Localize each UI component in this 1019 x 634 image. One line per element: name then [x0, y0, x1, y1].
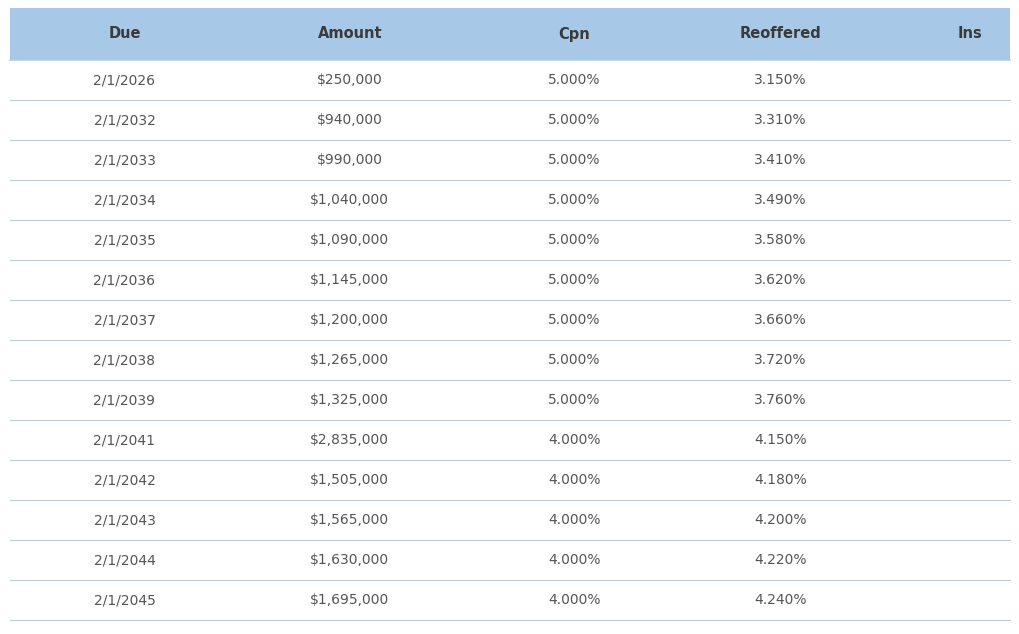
Text: $1,200,000: $1,200,000	[310, 313, 389, 327]
Text: 5.000%: 5.000%	[547, 73, 600, 87]
Text: 2/1/2039: 2/1/2039	[94, 393, 155, 407]
Text: 5.000%: 5.000%	[547, 153, 600, 167]
Text: Amount: Amount	[317, 27, 382, 41]
Text: $1,505,000: $1,505,000	[310, 473, 389, 487]
Text: $2,835,000: $2,835,000	[310, 433, 389, 447]
Text: 5.000%: 5.000%	[547, 393, 600, 407]
Text: 3.490%: 3.490%	[753, 193, 806, 207]
Text: 5.000%: 5.000%	[547, 273, 600, 287]
Text: 4.240%: 4.240%	[753, 593, 806, 607]
Text: 5.000%: 5.000%	[547, 113, 600, 127]
Text: 4.000%: 4.000%	[547, 513, 600, 527]
Text: $940,000: $940,000	[317, 113, 382, 127]
Text: $1,325,000: $1,325,000	[310, 393, 389, 407]
Text: 3.720%: 3.720%	[753, 353, 806, 367]
Text: 5.000%: 5.000%	[547, 353, 600, 367]
Text: 2/1/2044: 2/1/2044	[94, 553, 155, 567]
Text: 4.180%: 4.180%	[753, 473, 806, 487]
Text: $1,145,000: $1,145,000	[310, 273, 389, 287]
Text: $250,000: $250,000	[317, 73, 382, 87]
Text: 2/1/2026: 2/1/2026	[94, 73, 155, 87]
Text: 3.660%: 3.660%	[753, 313, 806, 327]
Text: $990,000: $990,000	[317, 153, 382, 167]
Text: 2/1/2037: 2/1/2037	[94, 313, 155, 327]
Text: 2/1/2043: 2/1/2043	[94, 513, 155, 527]
Text: 2/1/2034: 2/1/2034	[94, 193, 155, 207]
Text: Cpn: Cpn	[557, 27, 590, 41]
Text: 3.310%: 3.310%	[753, 113, 806, 127]
Text: 4.150%: 4.150%	[753, 433, 806, 447]
Text: 2/1/2036: 2/1/2036	[94, 273, 155, 287]
Text: Due: Due	[108, 27, 141, 41]
Text: $1,090,000: $1,090,000	[310, 233, 389, 247]
Text: 5.000%: 5.000%	[547, 193, 600, 207]
Text: $1,565,000: $1,565,000	[310, 513, 389, 527]
Text: 3.410%: 3.410%	[753, 153, 806, 167]
Text: 4.000%: 4.000%	[547, 433, 600, 447]
Text: 5.000%: 5.000%	[547, 233, 600, 247]
Text: 4.000%: 4.000%	[547, 553, 600, 567]
Text: 2/1/2041: 2/1/2041	[94, 433, 155, 447]
Text: 4.220%: 4.220%	[753, 553, 806, 567]
Text: 2/1/2042: 2/1/2042	[94, 473, 155, 487]
Text: Ins: Ins	[957, 27, 981, 41]
Text: $1,040,000: $1,040,000	[310, 193, 389, 207]
Text: 3.150%: 3.150%	[753, 73, 806, 87]
Text: 2/1/2038: 2/1/2038	[94, 353, 155, 367]
Text: $1,695,000: $1,695,000	[310, 593, 389, 607]
Text: 5.000%: 5.000%	[547, 313, 600, 327]
Text: 3.620%: 3.620%	[753, 273, 806, 287]
Text: 2/1/2045: 2/1/2045	[94, 593, 155, 607]
Text: 3.580%: 3.580%	[753, 233, 806, 247]
Text: 3.760%: 3.760%	[753, 393, 806, 407]
Text: 2/1/2032: 2/1/2032	[94, 113, 155, 127]
Bar	[10, 8, 1009, 60]
Text: 2/1/2035: 2/1/2035	[94, 233, 155, 247]
Text: $1,630,000: $1,630,000	[310, 553, 389, 567]
Text: 4.000%: 4.000%	[547, 593, 600, 607]
Text: 2/1/2033: 2/1/2033	[94, 153, 155, 167]
Text: 4.000%: 4.000%	[547, 473, 600, 487]
Text: 4.200%: 4.200%	[753, 513, 806, 527]
Text: Reoffered: Reoffered	[739, 27, 820, 41]
Text: $1,265,000: $1,265,000	[310, 353, 389, 367]
